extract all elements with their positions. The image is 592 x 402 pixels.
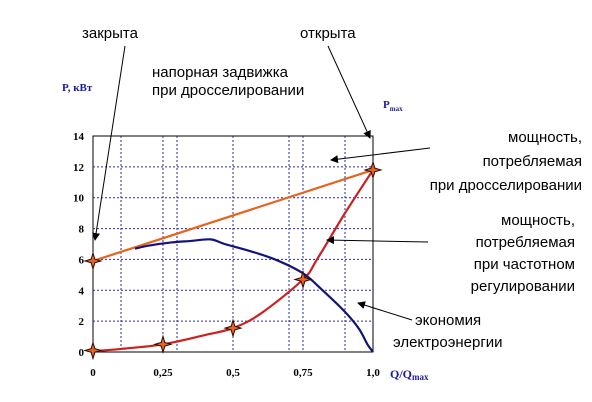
y-tick-label: 2 (79, 316, 85, 328)
pmax-label-main: P (383, 99, 390, 111)
annotations: закрыта открыта мощность, потребляемая п… (82, 25, 582, 351)
data-marker (293, 269, 313, 290)
data-marker (363, 160, 383, 180)
annotation-frequency-line-3: при частотном (474, 256, 575, 273)
annotation-throttle-line-3: при дросселировании (430, 177, 582, 194)
x-tick-label: 1,0 (366, 367, 380, 379)
data-markers (83, 160, 383, 361)
chart-title-line-2: при дросселировании (152, 82, 304, 99)
series-line-throttle (92, 168, 374, 263)
y-tick-label: 6 (79, 254, 85, 266)
annotation-frequency-line-4: регулировании (471, 278, 575, 295)
annotation-frequency-line-1: мощность, (501, 212, 575, 229)
chart-title-line-1: напорная задвижка (152, 64, 289, 81)
data-marker (223, 318, 243, 338)
y-tick-label: 12 (73, 162, 85, 174)
x-axis-label: Q/Qmax (390, 367, 429, 382)
y-axis-label: P, кВт (62, 82, 93, 94)
callout-arrows (92, 45, 431, 321)
data-marker (83, 251, 103, 271)
grid (93, 136, 373, 352)
x-tick-label: 0,25 (153, 367, 173, 379)
x-tick-labels: 0 0,25 0,5 0,75 1,0 (90, 367, 380, 379)
arrow-savings (357, 301, 413, 321)
series-line-savings (134, 238, 374, 353)
annotation-savings-line-1: экономия (415, 312, 481, 329)
y-tick-label: 4 (79, 285, 85, 297)
annotation-throttle-line-2: потребляемая (483, 153, 582, 170)
annotation-closed: закрыта (82, 25, 139, 42)
arrow-throttle-power (330, 147, 431, 164)
annotation-frequency-line-2: потребляемая (476, 234, 575, 251)
annotation-open: открыта (300, 25, 356, 42)
data-marker (83, 340, 103, 361)
plot-area (92, 135, 374, 353)
x-axis-label-sub: max (412, 372, 429, 382)
annotation-throttle-line-1: мощность, (508, 129, 582, 146)
y-tick-labels: 0 2 4 6 8 10 12 14 (73, 131, 85, 359)
y-tick-label: 10 (73, 193, 85, 205)
chart-title: напорная задвижка при дросселировании (152, 64, 304, 99)
x-tick-label: 0,75 (293, 367, 313, 379)
x-tick-label: 0,5 (226, 367, 240, 379)
arrow-closed (92, 45, 126, 241)
arrow-open (327, 45, 371, 139)
data-marker (153, 334, 173, 355)
arrow-frequency-power (326, 236, 429, 245)
y-tick-label: 0 (79, 347, 85, 359)
x-axis-label-main: Q/Q (390, 367, 412, 381)
y-tick-label: 8 (79, 224, 85, 236)
pmax-label: Pmax (383, 99, 403, 113)
x-tick-label: 0 (90, 367, 96, 379)
y-tick-label: 14 (73, 131, 85, 143)
annotation-savings-line-2: электроэнергии (393, 334, 503, 351)
pmax-label-sub: max (390, 105, 403, 113)
